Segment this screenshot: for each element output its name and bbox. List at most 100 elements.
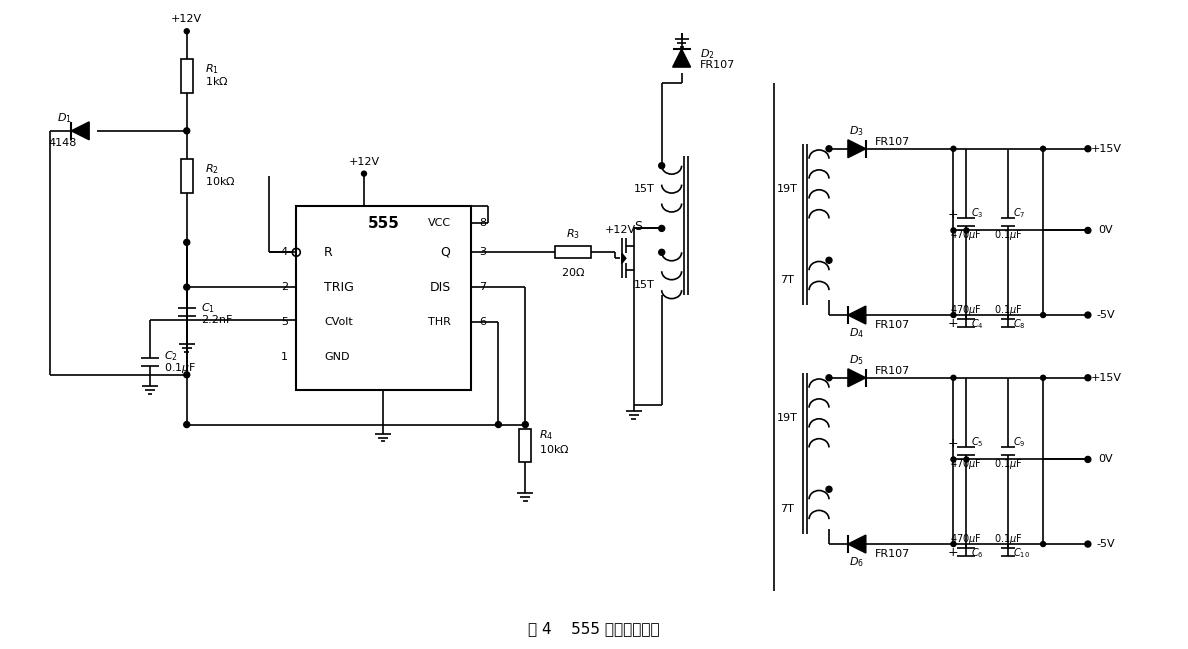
Text: 10k$\Omega$: 10k$\Omega$ xyxy=(204,175,235,187)
Circle shape xyxy=(658,249,665,255)
Text: 7T: 7T xyxy=(781,504,794,514)
Circle shape xyxy=(826,374,832,381)
Text: $D_2$: $D_2$ xyxy=(700,47,714,61)
Text: 10k$\Omega$: 10k$\Omega$ xyxy=(539,443,570,456)
Text: $R_4$: $R_4$ xyxy=(539,428,554,443)
Circle shape xyxy=(184,372,190,378)
Text: $C_2$: $C_2$ xyxy=(164,349,178,363)
Text: $C_6$: $C_6$ xyxy=(972,546,984,560)
Text: +: + xyxy=(947,317,958,330)
Circle shape xyxy=(184,284,190,290)
Circle shape xyxy=(950,313,956,317)
Circle shape xyxy=(963,457,969,462)
Polygon shape xyxy=(848,306,866,324)
Circle shape xyxy=(1085,312,1091,318)
Circle shape xyxy=(184,29,189,34)
Text: FR107: FR107 xyxy=(874,549,910,559)
Text: $C_4$: $C_4$ xyxy=(972,317,984,331)
Circle shape xyxy=(826,486,832,493)
Text: $C_7$: $C_7$ xyxy=(1013,206,1025,221)
Circle shape xyxy=(1085,541,1091,547)
Circle shape xyxy=(1085,374,1091,381)
Text: $C_3$: $C_3$ xyxy=(972,206,984,221)
Text: +15V: +15V xyxy=(1091,373,1121,383)
Polygon shape xyxy=(621,253,626,263)
Text: 0.1$\mu$F: 0.1$\mu$F xyxy=(164,361,196,375)
Text: 0.1$\mu$F: 0.1$\mu$F xyxy=(994,532,1023,546)
Circle shape xyxy=(963,228,969,233)
Text: $R_3$: $R_3$ xyxy=(567,228,580,241)
Text: $R_1$: $R_1$ xyxy=(204,62,219,76)
Bar xyxy=(555,247,590,258)
Polygon shape xyxy=(848,369,866,387)
Text: VCC: VCC xyxy=(428,219,450,228)
Text: 7: 7 xyxy=(479,282,486,292)
Text: FR107: FR107 xyxy=(700,60,735,70)
Circle shape xyxy=(826,146,832,152)
Text: $D_6$: $D_6$ xyxy=(849,555,865,569)
Text: 470$\mu$F: 470$\mu$F xyxy=(950,228,982,242)
Circle shape xyxy=(495,422,501,428)
Text: 0V: 0V xyxy=(1099,225,1113,236)
Text: 4148: 4148 xyxy=(48,138,76,148)
Circle shape xyxy=(826,257,832,263)
Text: TRIG: TRIG xyxy=(324,280,354,293)
Text: 470$\mu$F: 470$\mu$F xyxy=(950,303,982,317)
Circle shape xyxy=(1041,313,1045,317)
Text: FR107: FR107 xyxy=(874,320,910,330)
Circle shape xyxy=(1041,541,1045,546)
Circle shape xyxy=(950,541,956,546)
Text: 0.1$\mu$F: 0.1$\mu$F xyxy=(994,458,1023,471)
Text: $D_1$: $D_1$ xyxy=(57,111,71,125)
Text: 2: 2 xyxy=(280,282,287,292)
Text: 图 4    555 正激驱动电源: 图 4 555 正激驱动电源 xyxy=(529,621,659,636)
Text: $D_3$: $D_3$ xyxy=(849,124,865,138)
Text: 1: 1 xyxy=(280,352,287,362)
Circle shape xyxy=(950,457,956,462)
Text: -5V: -5V xyxy=(1097,310,1116,320)
Text: 20$\Omega$: 20$\Omega$ xyxy=(561,266,586,278)
Polygon shape xyxy=(71,122,89,140)
Text: $R_2$: $R_2$ xyxy=(204,162,219,176)
Circle shape xyxy=(184,422,190,428)
Text: 3: 3 xyxy=(479,247,486,257)
Text: -5V: -5V xyxy=(1097,539,1116,549)
Polygon shape xyxy=(848,140,866,158)
Circle shape xyxy=(184,239,190,245)
Text: +12V: +12V xyxy=(605,225,636,236)
Text: 0.1$\mu$F: 0.1$\mu$F xyxy=(994,228,1023,242)
Text: GND: GND xyxy=(324,352,349,362)
Circle shape xyxy=(361,171,366,176)
Circle shape xyxy=(950,146,956,151)
Text: 8: 8 xyxy=(479,219,486,228)
Text: 19T: 19T xyxy=(777,184,797,193)
Text: +12V: +12V xyxy=(348,156,379,167)
Text: 19T: 19T xyxy=(777,413,797,422)
Text: R: R xyxy=(324,246,333,259)
Text: $D_5$: $D_5$ xyxy=(849,353,865,367)
Text: FR107: FR107 xyxy=(874,137,910,147)
Text: $C_8$: $C_8$ xyxy=(1013,317,1026,331)
Text: Q: Q xyxy=(441,246,450,259)
Circle shape xyxy=(184,128,190,134)
Circle shape xyxy=(1041,146,1045,151)
Circle shape xyxy=(1041,375,1045,380)
Text: $C_9$: $C_9$ xyxy=(1013,435,1025,449)
Circle shape xyxy=(1085,227,1091,234)
Text: 0V: 0V xyxy=(1099,454,1113,465)
Circle shape xyxy=(950,375,956,380)
Circle shape xyxy=(950,228,956,233)
Text: 15T: 15T xyxy=(633,280,655,290)
Text: $C_{10}$: $C_{10}$ xyxy=(1013,546,1030,560)
Text: +: + xyxy=(947,437,958,450)
Text: CVolt: CVolt xyxy=(324,317,353,327)
Text: +: + xyxy=(947,546,958,559)
Text: +12V: +12V xyxy=(171,14,202,24)
Circle shape xyxy=(658,225,665,232)
Text: 7T: 7T xyxy=(781,275,794,285)
Text: 470$\mu$F: 470$\mu$F xyxy=(950,532,982,546)
Bar xyxy=(519,428,531,462)
Circle shape xyxy=(1085,456,1091,462)
Text: FR107: FR107 xyxy=(874,366,910,376)
Text: 555: 555 xyxy=(367,216,399,231)
